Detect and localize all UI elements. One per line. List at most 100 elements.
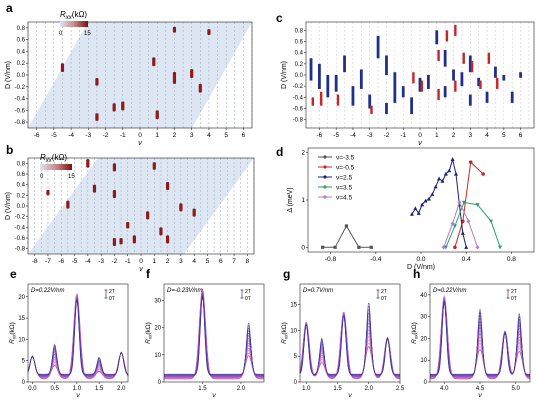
red-bar <box>487 52 491 64</box>
data-point <box>468 160 473 164</box>
panel-d: d ν=-3.5 ν=-0.5 ν=2.5 ν=3.5 ν=4.5 -0.8 -0.4 0.0… <box>276 145 535 271</box>
x-tick-label: 5 <box>224 132 228 139</box>
y-axis-label: Rxx(kΩ) <box>281 322 289 344</box>
x-tick-label: 2 <box>173 132 177 139</box>
data-point <box>450 157 455 161</box>
rxx-curve <box>164 289 264 379</box>
y-tick-label: 0.6 <box>295 40 304 46</box>
data-point <box>437 176 442 181</box>
blue-bar <box>452 69 455 81</box>
heatmap-feature <box>112 103 116 112</box>
data-point <box>441 245 446 250</box>
heatmap-feature <box>86 159 90 168</box>
x-tick-label: 0 <box>139 258 143 265</box>
x-axis-label: D (V/nm) <box>407 264 435 271</box>
y-tick-label: 2 <box>301 150 305 157</box>
y-tick-label: 10 <box>154 353 161 359</box>
data-point <box>460 230 465 235</box>
blue-bar <box>468 94 472 106</box>
heatmap-feature <box>95 113 99 121</box>
y-tick-label: 0 <box>424 380 428 386</box>
blue-bar <box>351 86 355 106</box>
data-point <box>423 198 428 203</box>
x-tick-label: 8 <box>246 258 250 265</box>
data-point <box>416 211 421 215</box>
blue-bar <box>443 86 447 98</box>
data-point <box>440 178 445 183</box>
x-tick-label: 3 <box>190 132 194 139</box>
annotation: D=-0.23V/nm <box>167 288 203 294</box>
series-line-0 <box>322 224 372 248</box>
y-tick-label: 20 <box>420 336 427 342</box>
x-tick-label: -6 <box>317 132 323 139</box>
y-tick-label: 15 <box>18 316 25 322</box>
heatmap-feature <box>165 182 170 190</box>
heatmap-feature <box>46 190 50 196</box>
blue-bar <box>460 72 464 87</box>
y-tick-label: -0.4 <box>15 97 26 103</box>
x-axis-label: ν <box>76 392 80 399</box>
y-axis-label: Rxx(kΩ) <box>411 322 419 344</box>
blue-bar <box>443 49 447 67</box>
data-point <box>475 245 480 250</box>
x-tick-label: 6 <box>242 132 246 139</box>
panel-a-colorbar: Rxx(kΩ) 0 15 <box>59 10 91 37</box>
legend-bot-label: 0T <box>245 296 251 302</box>
x-tick-label: -4 <box>350 132 356 139</box>
red-bar <box>412 72 415 84</box>
x-tick-label: -3 <box>367 132 373 139</box>
legend-bot-label: 0T <box>511 296 517 302</box>
heatmap-feature <box>66 200 70 209</box>
legend-marker-2 <box>323 175 327 179</box>
blue-bar <box>368 94 372 109</box>
panel-b: b -8 -7 -6 -5 -4 -3 -2 -1 0 1 2 3 4 5 6 7 8 0.8 0.6 0.4 0.2 0… <box>5 143 255 273</box>
heatmap-feature <box>132 235 136 244</box>
x-axis-label: ν <box>138 140 142 147</box>
red-bar <box>470 61 474 73</box>
blue-bar <box>343 55 346 73</box>
panel-b-cbar-max: 15 <box>68 174 75 180</box>
y-tick-label: 0.0 <box>17 73 26 79</box>
y-tick-label: 5 <box>22 359 26 365</box>
heatmap-feature <box>95 77 99 86</box>
data-point <box>420 202 425 207</box>
annotation: D=0.7V/nm <box>303 288 333 294</box>
x-tick-label: 4 <box>192 258 196 265</box>
y-tick-label: 30 <box>420 315 427 321</box>
x-tick-label: 5 <box>206 258 210 265</box>
data-point <box>333 245 337 249</box>
legend-label-4: ν=4.5 <box>336 195 352 202</box>
y-tick-label: 0.4 <box>17 183 26 189</box>
legend-top-label: 2T <box>511 289 517 295</box>
panel-b-cbar-title: Rxx(kΩ) <box>40 153 67 164</box>
heatmap-feature <box>172 26 177 33</box>
x-tick-label: -8 <box>32 258 38 265</box>
panel-c-plot: -6 -5 -4 -3 -2 -1 0 1 2 3 4 5 6 0.8 0.6 0.4 0.2 0.0 -0.2 -0… <box>281 21 535 147</box>
y-tick-label: -0.4 <box>293 95 304 101</box>
heatmap-feature <box>112 238 117 246</box>
series-line-1 <box>454 161 484 248</box>
y-tick-label: 0.8 <box>295 28 304 34</box>
y-tick-label: 0.4 <box>17 49 26 55</box>
data-point <box>450 221 455 226</box>
data-point <box>461 200 466 205</box>
blue-bar <box>359 69 363 89</box>
x-tick-label: 4.5 <box>476 386 485 392</box>
x-tick-label: 0 <box>418 132 422 139</box>
blue-bar <box>468 55 472 73</box>
legend-top-label: 2T <box>245 289 251 295</box>
x-tick-label: 6 <box>519 132 523 139</box>
y-tick-label: -0.8 <box>15 120 26 126</box>
x-tick-label: 6 <box>219 258 223 265</box>
panel-a-label: a <box>6 1 13 15</box>
x-tick-label: 0.4 <box>462 256 471 263</box>
heatmap-feature <box>121 101 125 111</box>
x-tick-label: 0.0 <box>28 386 37 392</box>
panel-d-plot: ν=-3.5 ν=-0.5 ν=2.5 ν=3.5 ν=4.5 -0.8 -0.4 0.0 0.… <box>287 147 535 271</box>
heatmap-feature <box>192 208 196 217</box>
x-tick-label: 0.0 <box>416 256 425 263</box>
blue-bar <box>309 58 313 81</box>
